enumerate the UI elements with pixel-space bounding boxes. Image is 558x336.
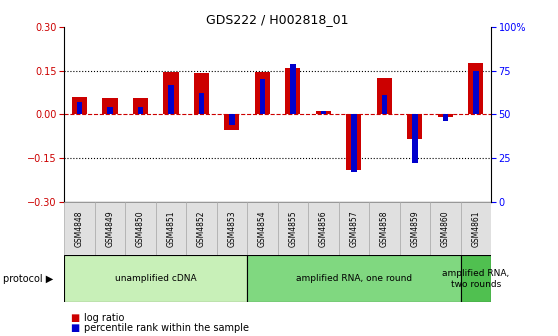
Bar <box>321 111 326 114</box>
Bar <box>369 202 400 255</box>
Bar <box>407 114 422 139</box>
Text: GSM4855: GSM4855 <box>288 210 297 247</box>
Bar <box>339 202 369 255</box>
Bar <box>247 202 277 255</box>
Bar <box>259 79 265 114</box>
Text: ■: ■ <box>70 323 79 333</box>
Bar <box>255 72 270 114</box>
Bar <box>308 202 339 255</box>
Bar <box>186 202 217 255</box>
Bar <box>430 202 460 255</box>
Text: GSM4848: GSM4848 <box>75 210 84 247</box>
Text: GDS222 / H002818_01: GDS222 / H002818_01 <box>206 13 349 27</box>
Bar <box>382 95 387 114</box>
Text: GSM4861: GSM4861 <box>472 210 480 247</box>
Text: GSM4857: GSM4857 <box>349 210 358 247</box>
Bar <box>278 202 308 255</box>
Text: GSM4849: GSM4849 <box>105 210 114 247</box>
Text: protocol ▶: protocol ▶ <box>3 274 53 284</box>
Bar <box>156 202 186 255</box>
Bar <box>194 74 209 114</box>
Bar <box>285 68 300 114</box>
Bar <box>346 114 362 170</box>
Bar <box>442 114 448 121</box>
Bar <box>138 107 143 114</box>
Text: GSM4856: GSM4856 <box>319 210 328 247</box>
Text: GSM4853: GSM4853 <box>227 210 237 247</box>
Bar <box>199 93 204 114</box>
Text: unamplified cDNA: unamplified cDNA <box>115 275 196 283</box>
Bar <box>64 202 95 255</box>
Bar <box>133 98 148 114</box>
Bar <box>125 202 156 255</box>
Text: GSM4850: GSM4850 <box>136 210 145 247</box>
Bar <box>290 64 296 114</box>
Text: GSM4860: GSM4860 <box>441 210 450 247</box>
Text: amplified RNA,
two rounds: amplified RNA, two rounds <box>442 269 509 289</box>
Text: GSM4854: GSM4854 <box>258 210 267 247</box>
Bar <box>377 78 392 114</box>
Bar <box>351 114 357 172</box>
Bar <box>224 114 239 130</box>
Bar <box>64 255 247 302</box>
Bar <box>76 102 82 114</box>
Bar <box>316 111 331 114</box>
Bar <box>95 202 125 255</box>
Bar <box>460 202 491 255</box>
Bar <box>168 85 174 114</box>
Bar <box>460 255 491 302</box>
Text: GSM4859: GSM4859 <box>410 210 419 247</box>
Text: ■: ■ <box>70 312 79 323</box>
Bar <box>247 255 460 302</box>
Text: GSM4852: GSM4852 <box>197 210 206 247</box>
Text: GSM4858: GSM4858 <box>380 210 389 247</box>
Text: amplified RNA, one round: amplified RNA, one round <box>296 275 412 283</box>
Bar <box>217 202 247 255</box>
Bar <box>229 114 234 125</box>
Bar <box>437 114 453 117</box>
Bar <box>473 71 479 114</box>
Text: log ratio: log ratio <box>84 312 124 323</box>
Bar <box>412 114 417 163</box>
Text: GSM4851: GSM4851 <box>166 210 175 247</box>
Bar <box>163 72 179 114</box>
Bar <box>107 107 113 114</box>
Bar <box>102 98 118 114</box>
Bar <box>400 202 430 255</box>
Text: percentile rank within the sample: percentile rank within the sample <box>84 323 249 333</box>
Bar <box>468 63 483 114</box>
Bar <box>72 97 87 114</box>
